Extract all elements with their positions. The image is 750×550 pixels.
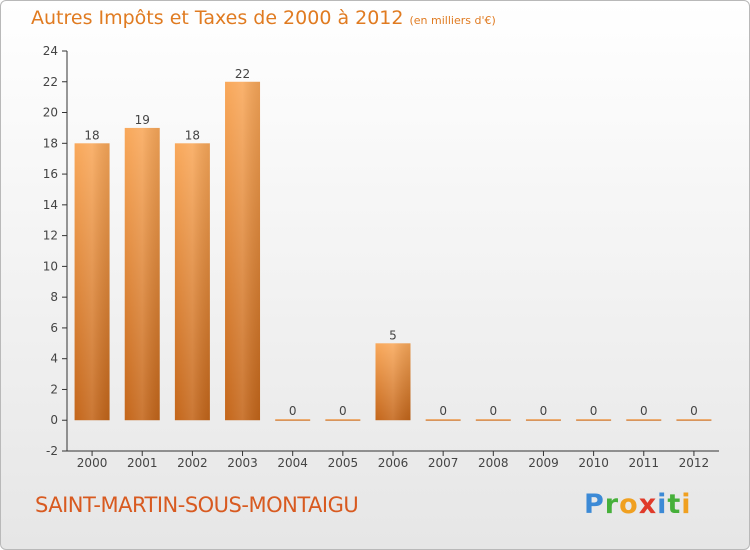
title-text: Autres Impôts et Taxes de 2000 à 2012 — [31, 7, 404, 29]
bar-shade-2001 — [124, 127, 160, 421]
chart-subtitle: (en milliers d'€) — [409, 14, 496, 27]
x-tick-label: 2005 — [328, 456, 359, 470]
x-tick-label: 2003 — [227, 456, 258, 470]
y-tick-label: 14 — [43, 198, 58, 212]
logo-letter: x — [638, 489, 658, 520]
bar-2008 — [475, 419, 511, 421]
x-tick-label: 2009 — [528, 456, 559, 470]
bar-value-label: 0 — [590, 404, 598, 418]
bar-value-label: 19 — [135, 113, 150, 127]
logo-letter: P — [584, 489, 605, 520]
bar-value-label: 0 — [640, 404, 648, 418]
logo-letter: i — [657, 489, 668, 520]
y-tick-label: 18 — [43, 136, 58, 150]
bar-2011 — [626, 419, 662, 421]
y-tick-label: 2 — [50, 382, 58, 396]
bar-value-label: 0 — [690, 404, 698, 418]
bar-2012 — [676, 419, 712, 421]
logo-letter: i — [681, 489, 692, 520]
x-tick-label: 2002 — [177, 456, 208, 470]
x-tick-label: 2010 — [578, 456, 609, 470]
y-tick-label: -2 — [46, 444, 58, 458]
bar-shade-2006 — [375, 343, 411, 421]
bars — [74, 81, 712, 421]
y-tick-label: 12 — [43, 229, 58, 243]
x-tick-label: 2011 — [628, 456, 659, 470]
bar-2010 — [576, 419, 612, 421]
x-tick-label: 2000 — [77, 456, 108, 470]
y-tick-label: 22 — [43, 75, 58, 89]
bar-value-label: 5 — [389, 328, 397, 342]
commune-name: SAINT-MARTIN-SOUS-MONTAIGU — [35, 493, 359, 517]
y-tick-label: 8 — [50, 290, 58, 304]
y-tick-label: 10 — [43, 259, 58, 273]
bar-2009 — [525, 419, 561, 421]
y-tick-label: 4 — [50, 352, 58, 366]
x-tick-label: 2012 — [679, 456, 710, 470]
y-tick-label: 0 — [50, 413, 58, 427]
proxiti-logo[interactable]: Proxiti — [584, 489, 692, 520]
x-tick-label: 2006 — [378, 456, 409, 470]
y-tick-label: 20 — [43, 106, 58, 120]
logo-letter: r — [604, 489, 620, 520]
bar-value-label: 0 — [289, 404, 297, 418]
bar-shade-2003 — [225, 81, 261, 421]
bar-value-label: 0 — [439, 404, 447, 418]
x-tick-label: 2007 — [428, 456, 459, 470]
x-axis: 2000 2001 2002 2003 2004 2005 2006 2007 2008 2009… — [67, 450, 719, 470]
x-tick-label: 2004 — [277, 456, 308, 470]
y-tick-label: 6 — [50, 321, 58, 335]
x-tick-label: 2001 — [127, 456, 158, 470]
chart-title: Autres Impôts et Taxes de 2000 à 2012 (en… — [31, 7, 496, 29]
logo-letter: t — [667, 489, 682, 520]
bar-value-labels: 18 19 18 22 0 0 5 0 0 0 0 0 0 — [84, 67, 697, 418]
y-tick-label: 24 — [43, 44, 58, 58]
bar-value-label: 18 — [185, 128, 200, 142]
y-tick-label: 16 — [43, 167, 58, 181]
bar-value-label: 22 — [235, 67, 250, 81]
bar-2004 — [275, 419, 311, 421]
bar-shade-2002 — [174, 143, 210, 421]
x-tick-label: 2008 — [478, 456, 509, 470]
bar-value-label: 0 — [489, 404, 497, 418]
logo-letter: o — [619, 489, 639, 520]
bar-value-label: 0 — [339, 404, 347, 418]
bar-2007 — [425, 419, 461, 421]
bar-value-label: 0 — [540, 404, 548, 418]
bar-shade-2000 — [74, 143, 110, 421]
bar-value-label: 18 — [84, 128, 99, 142]
bar-2005 — [325, 419, 361, 421]
